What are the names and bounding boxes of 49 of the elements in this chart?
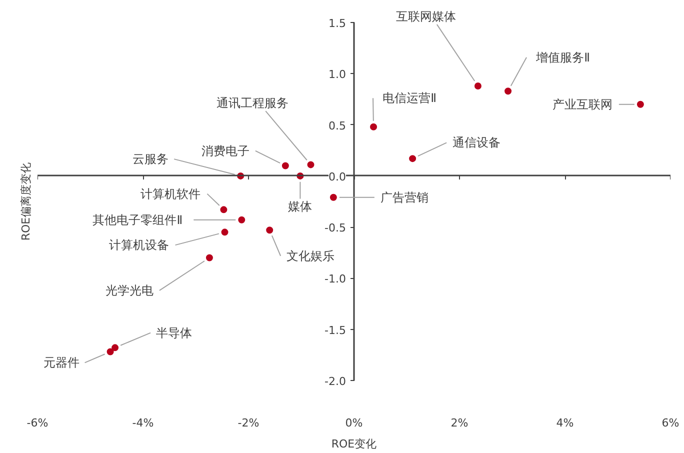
y-tick-label: 1.0: [328, 68, 346, 82]
annotation: 广告营销: [380, 190, 428, 204]
y-tick-label: -1.5: [324, 324, 346, 337]
annotation: 其他电子零组件Ⅱ: [92, 212, 183, 227]
y-tick-label: 0.5: [328, 119, 346, 132]
annotation: 计算机设备: [108, 238, 169, 252]
annotation: 文化娱乐: [286, 248, 335, 263]
point: [474, 82, 482, 90]
annotation: 互联网媒体: [396, 10, 456, 24]
annotation: 消费电子: [201, 144, 250, 158]
annotation: 产业互联网: [552, 97, 612, 112]
annotation: 半导体: [156, 326, 192, 340]
annotation: 光学光电: [105, 283, 154, 298]
x-tick-label: 2%: [450, 416, 468, 430]
point: [106, 348, 114, 356]
point: [409, 155, 416, 162]
y-tick-label: -2.0: [324, 374, 346, 388]
annotation: 计算机软件: [140, 186, 201, 201]
annotation: 增值服务Ⅱ: [535, 50, 590, 64]
point: [112, 344, 119, 352]
y-tick-label: -1.0: [324, 272, 346, 286]
x-tick-label: 6%: [662, 416, 680, 430]
point: [266, 226, 274, 234]
y-tick-label: -0.5: [324, 222, 346, 235]
point: [206, 254, 213, 262]
point: [504, 88, 512, 95]
annotation: 媒体: [288, 200, 312, 214]
annotation: 云服务: [132, 152, 169, 166]
x-tick-label: -2%: [238, 416, 260, 430]
x-tick-label: -4%: [132, 416, 154, 430]
x-tick-label: 4%: [556, 416, 574, 430]
point: [221, 228, 228, 236]
point: [330, 194, 337, 201]
point: [636, 100, 644, 108]
point: [370, 123, 378, 130]
y-tick-label: 1.5: [328, 17, 346, 30]
annotation: 通信设备: [452, 136, 501, 150]
annotation: 电信运营Ⅱ: [382, 91, 436, 106]
point: [307, 161, 314, 168]
point: [238, 216, 246, 224]
x-tick-label: 0%: [345, 416, 363, 430]
y-axis-title: ROE偏离度变化: [20, 162, 32, 241]
annotation: 通讯工程服务: [216, 96, 289, 110]
y-tick-label: 0.0: [328, 170, 346, 184]
annotation: 元器件: [43, 356, 80, 370]
x-axis-title: ROE变化: [331, 438, 377, 450]
x-tick-label: -6%: [26, 416, 48, 430]
point: [220, 206, 228, 214]
point: [282, 162, 289, 170]
